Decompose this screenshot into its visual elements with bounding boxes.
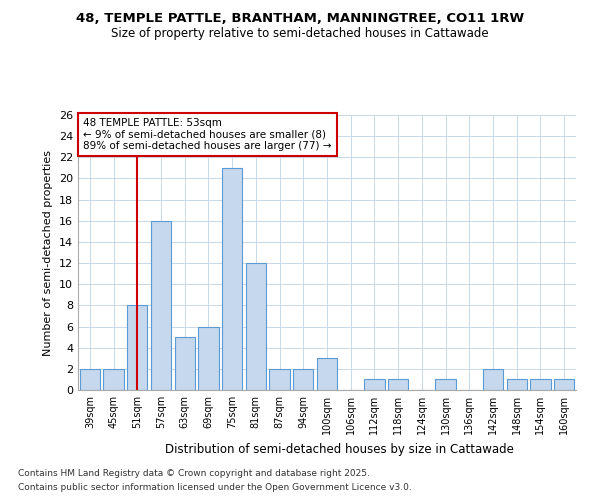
- Bar: [483, 369, 503, 390]
- Bar: [80, 369, 100, 390]
- Bar: [222, 168, 242, 390]
- Bar: [199, 326, 218, 390]
- Text: Distribution of semi-detached houses by size in Cattawade: Distribution of semi-detached houses by …: [164, 442, 514, 456]
- Text: 48 TEMPLE PATTLE: 53sqm
← 9% of semi-detached houses are smaller (8)
89% of semi: 48 TEMPLE PATTLE: 53sqm ← 9% of semi-det…: [83, 118, 331, 151]
- Text: Contains HM Land Registry data © Crown copyright and database right 2025.: Contains HM Land Registry data © Crown c…: [18, 468, 370, 477]
- Text: Contains public sector information licensed under the Open Government Licence v3: Contains public sector information licen…: [18, 484, 412, 492]
- Bar: [151, 221, 171, 390]
- Bar: [506, 380, 527, 390]
- Bar: [388, 380, 408, 390]
- Bar: [554, 380, 574, 390]
- Bar: [317, 358, 337, 390]
- Bar: [175, 337, 195, 390]
- Bar: [269, 369, 290, 390]
- Bar: [293, 369, 313, 390]
- Bar: [364, 380, 385, 390]
- Bar: [436, 380, 455, 390]
- Bar: [246, 263, 266, 390]
- Bar: [530, 380, 551, 390]
- Y-axis label: Number of semi-detached properties: Number of semi-detached properties: [43, 150, 53, 356]
- Bar: [103, 369, 124, 390]
- Bar: [127, 306, 148, 390]
- Text: 48, TEMPLE PATTLE, BRANTHAM, MANNINGTREE, CO11 1RW: 48, TEMPLE PATTLE, BRANTHAM, MANNINGTREE…: [76, 12, 524, 26]
- Text: Size of property relative to semi-detached houses in Cattawade: Size of property relative to semi-detach…: [111, 28, 489, 40]
